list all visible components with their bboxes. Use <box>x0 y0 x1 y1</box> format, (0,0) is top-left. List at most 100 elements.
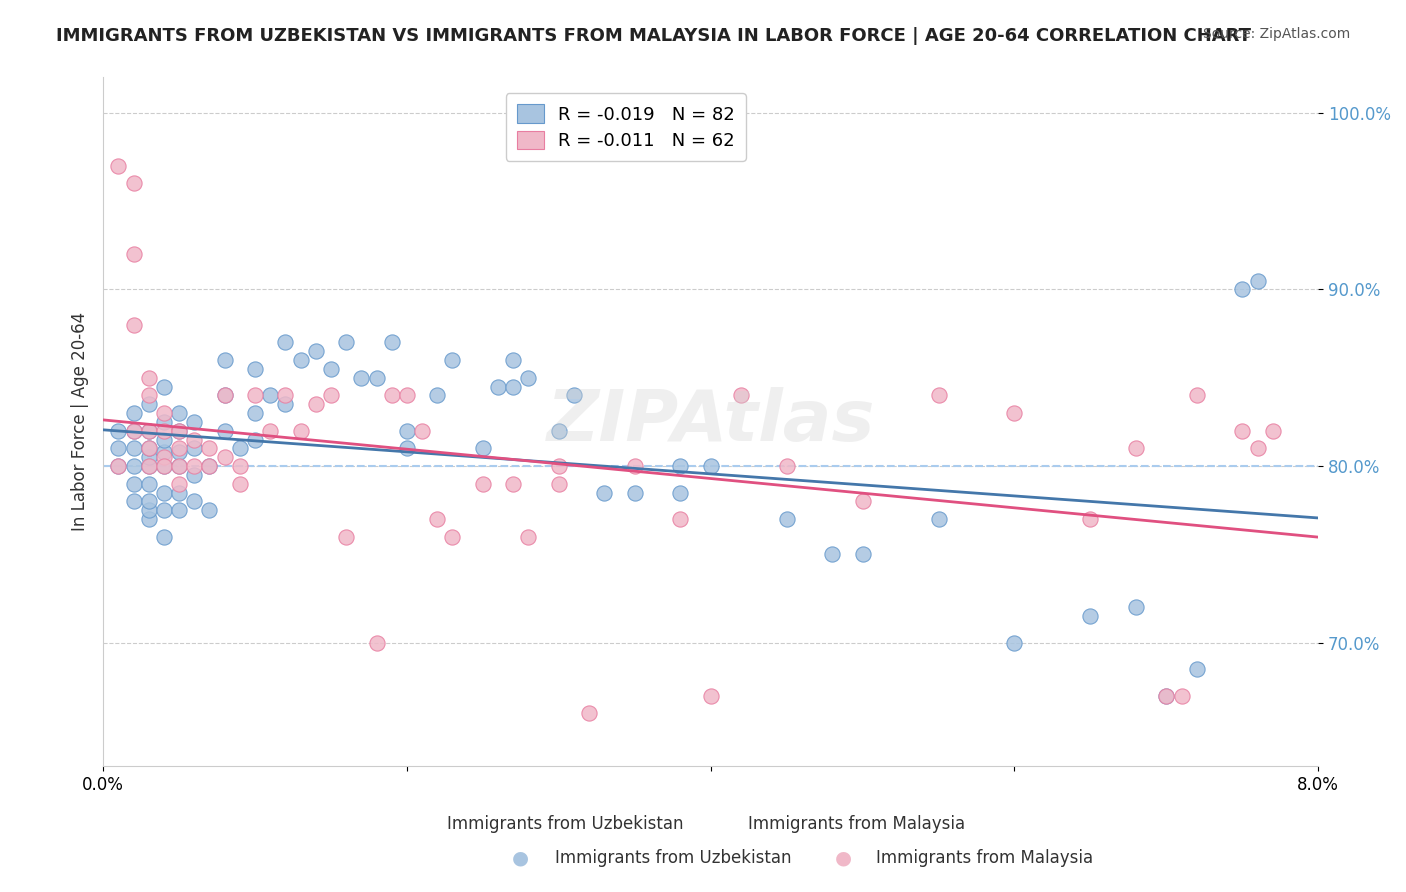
Point <box>290 353 312 368</box>
Point <box>122 318 145 332</box>
Point <box>153 415 176 429</box>
Point <box>562 388 585 402</box>
Point <box>274 335 297 350</box>
Point <box>243 362 266 376</box>
Point <box>138 424 160 438</box>
Point <box>441 353 464 368</box>
Point <box>107 442 129 456</box>
Text: IMMIGRANTS FROM UZBEKISTAN VS IMMIGRANTS FROM MALAYSIA IN LABOR FORCE | AGE 20-6: IMMIGRANTS FROM UZBEKISTAN VS IMMIGRANTS… <box>56 27 1251 45</box>
Y-axis label: In Labor Force | Age 20-64: In Labor Force | Age 20-64 <box>72 312 89 532</box>
Point <box>1185 388 1208 402</box>
Point <box>1246 442 1268 456</box>
Point <box>775 458 797 473</box>
Point <box>138 370 160 384</box>
Point <box>274 397 297 411</box>
Text: Immigrants from Malaysia: Immigrants from Malaysia <box>876 849 1092 867</box>
Point <box>229 476 252 491</box>
Point <box>1080 512 1102 526</box>
Point <box>138 442 160 456</box>
Point <box>381 388 404 402</box>
Point <box>517 370 540 384</box>
Point <box>517 530 540 544</box>
Point <box>183 458 205 473</box>
Point <box>138 424 160 438</box>
Point <box>669 485 692 500</box>
Point <box>214 450 236 465</box>
Point <box>305 344 328 359</box>
Point <box>167 424 190 438</box>
Point <box>319 362 342 376</box>
Point <box>167 503 190 517</box>
Point <box>381 335 404 350</box>
Point <box>122 458 145 473</box>
Point <box>243 406 266 420</box>
Point <box>699 689 721 703</box>
Point <box>167 445 190 459</box>
Point <box>1004 635 1026 649</box>
Point <box>167 458 190 473</box>
Point <box>122 442 145 456</box>
Point <box>350 370 373 384</box>
Point <box>928 512 950 526</box>
Point <box>198 458 221 473</box>
Legend: R = -0.019   N = 82, R = -0.011   N = 62: R = -0.019 N = 82, R = -0.011 N = 62 <box>506 94 745 161</box>
Point <box>153 379 176 393</box>
Point <box>122 424 145 438</box>
Point <box>502 379 524 393</box>
Text: ZIPAtlas: ZIPAtlas <box>547 387 875 457</box>
Point <box>411 424 433 438</box>
Point <box>183 415 205 429</box>
Point <box>138 512 160 526</box>
Point <box>153 530 176 544</box>
Point <box>107 458 129 473</box>
Point <box>153 485 176 500</box>
Point <box>502 476 524 491</box>
Point <box>502 353 524 368</box>
Point <box>183 433 205 447</box>
Point <box>395 424 418 438</box>
Point <box>167 442 190 456</box>
Point <box>335 530 357 544</box>
Text: ●: ● <box>835 848 852 868</box>
Point <box>138 458 160 473</box>
Point <box>274 388 297 402</box>
Point <box>821 547 844 561</box>
Point <box>122 494 145 508</box>
Point <box>623 485 645 500</box>
Point <box>775 512 797 526</box>
Point <box>153 406 176 420</box>
Point <box>578 706 600 721</box>
Point <box>547 476 569 491</box>
Point <box>669 458 692 473</box>
Point <box>198 503 221 517</box>
Point <box>366 370 388 384</box>
Point <box>259 424 281 438</box>
Point <box>167 458 190 473</box>
Point <box>852 494 875 508</box>
Point <box>395 442 418 456</box>
Point <box>1246 274 1268 288</box>
Point <box>138 388 160 402</box>
Point <box>623 458 645 473</box>
Point <box>138 458 160 473</box>
Point <box>167 424 190 438</box>
Point <box>366 635 388 649</box>
Point <box>122 177 145 191</box>
Point <box>138 494 160 508</box>
Point <box>138 476 160 491</box>
Point <box>229 458 252 473</box>
Point <box>669 512 692 526</box>
Point <box>1125 442 1147 456</box>
Point <box>319 388 342 402</box>
Point <box>547 458 569 473</box>
Point <box>153 458 176 473</box>
Point <box>1185 662 1208 676</box>
Point <box>243 433 266 447</box>
Point <box>153 458 176 473</box>
Point <box>852 547 875 561</box>
Point <box>153 503 176 517</box>
Point <box>107 458 129 473</box>
Point <box>593 485 616 500</box>
Point <box>138 503 160 517</box>
Text: ●: ● <box>512 848 529 868</box>
